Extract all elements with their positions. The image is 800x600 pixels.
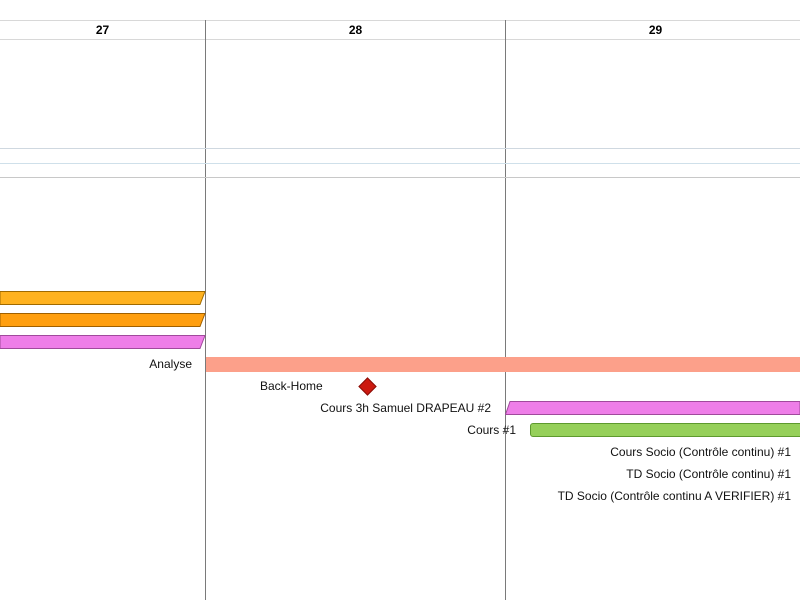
task-label-analyse: Analyse (149, 357, 192, 371)
task-bar-cours-samuel[interactable] (505, 401, 800, 415)
task-bar-pink-1[interactable] (0, 335, 206, 349)
day-label-28: 28 (348, 23, 363, 37)
day-separator-29 (505, 20, 506, 600)
timeline-header: 27 28 29 (0, 20, 800, 40)
task-label-cours-socio: Cours Socio (Contrôle continu) #1 (610, 445, 791, 459)
task-bar-analyse[interactable] (206, 357, 800, 372)
section-divider-middle (0, 163, 800, 164)
day-label-29: 29 (648, 23, 663, 37)
day-label-27: 27 (95, 23, 110, 37)
task-bar-orange-2[interactable] (0, 313, 206, 327)
task-label-cours-1: Cours #1 (467, 423, 516, 437)
section-divider-bottom (0, 177, 800, 178)
task-bar-orange-1[interactable] (0, 291, 206, 305)
task-label-td-socio-verifier: TD Socio (Contrôle continu A VERIFIER) #… (557, 489, 791, 503)
task-label-back-home: Back-Home (260, 379, 323, 393)
day-separator-28 (205, 20, 206, 600)
task-label-td-socio: TD Socio (Contrôle continu) #1 (626, 467, 791, 481)
section-divider-top (0, 148, 800, 149)
milestone-back-home-icon[interactable] (358, 377, 377, 396)
task-label-cours-samuel: Cours 3h Samuel DRAPEAU #2 (320, 401, 491, 415)
task-bar-cours-1[interactable] (530, 423, 800, 437)
